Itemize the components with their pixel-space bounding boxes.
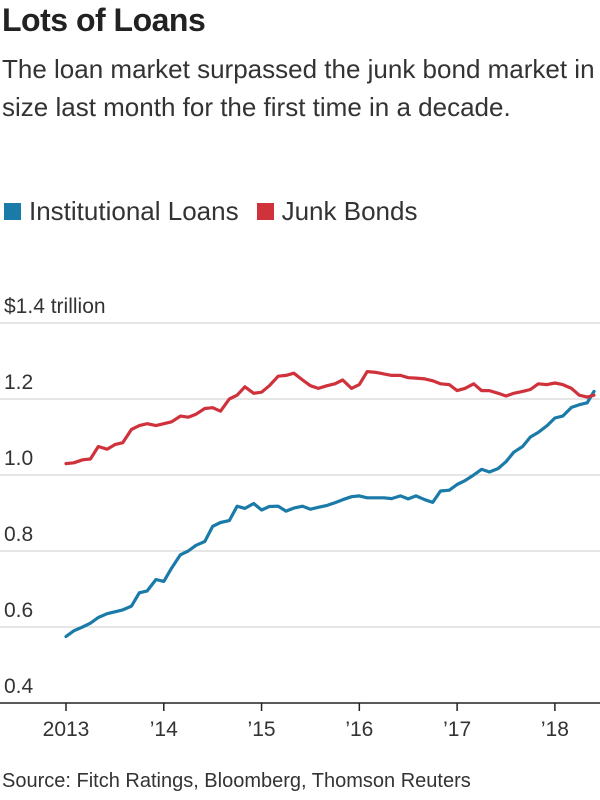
- x-tick-label: ’14: [150, 718, 178, 741]
- y-tick-label: 0.8: [4, 523, 33, 546]
- series-line-institutional-loans: [64, 389, 596, 639]
- y-tick-label: 0.6: [4, 599, 33, 622]
- source-note: Source: Fitch Ratings, Bloomberg, Thomso…: [2, 770, 471, 792]
- chart-subtitle: The loan market surpassed the junk bond …: [2, 54, 595, 122]
- legend-swatch-bonds: [256, 203, 274, 220]
- legend-item-loans: Institutional Loans: [4, 196, 239, 227]
- chart-title: Lots of Loans: [2, 2, 206, 38]
- line-chart: 0.4 0.6 0.8 1.0 1.2 $1.4 trillion 2013 ’14 ’15 ’1…: [0, 295, 600, 741]
- legend-swatch-loans: [4, 203, 21, 220]
- x-tick-label: ’16: [345, 718, 373, 741]
- x-tick-label: ’18: [541, 718, 569, 741]
- x-tick-label: ’15: [248, 718, 276, 741]
- chart-legend: Institutional Loans Junk Bonds: [4, 196, 435, 227]
- y-tick-label: 0.4: [4, 675, 34, 698]
- series-line-junk-bonds: [64, 370, 596, 466]
- x-tick-label: 2013: [43, 718, 90, 741]
- y-tick-label: $1.4 trillion: [4, 295, 106, 318]
- legend-label-loans: Institutional Loans: [29, 196, 239, 226]
- legend-label-bonds: Junk Bonds: [281, 196, 418, 226]
- y-tick-label: 1.0: [4, 447, 33, 470]
- y-tick-label: 1.2: [4, 371, 33, 394]
- legend-item-bonds: Junk Bonds: [256, 196, 418, 227]
- x-tick-label: ’17: [443, 718, 471, 741]
